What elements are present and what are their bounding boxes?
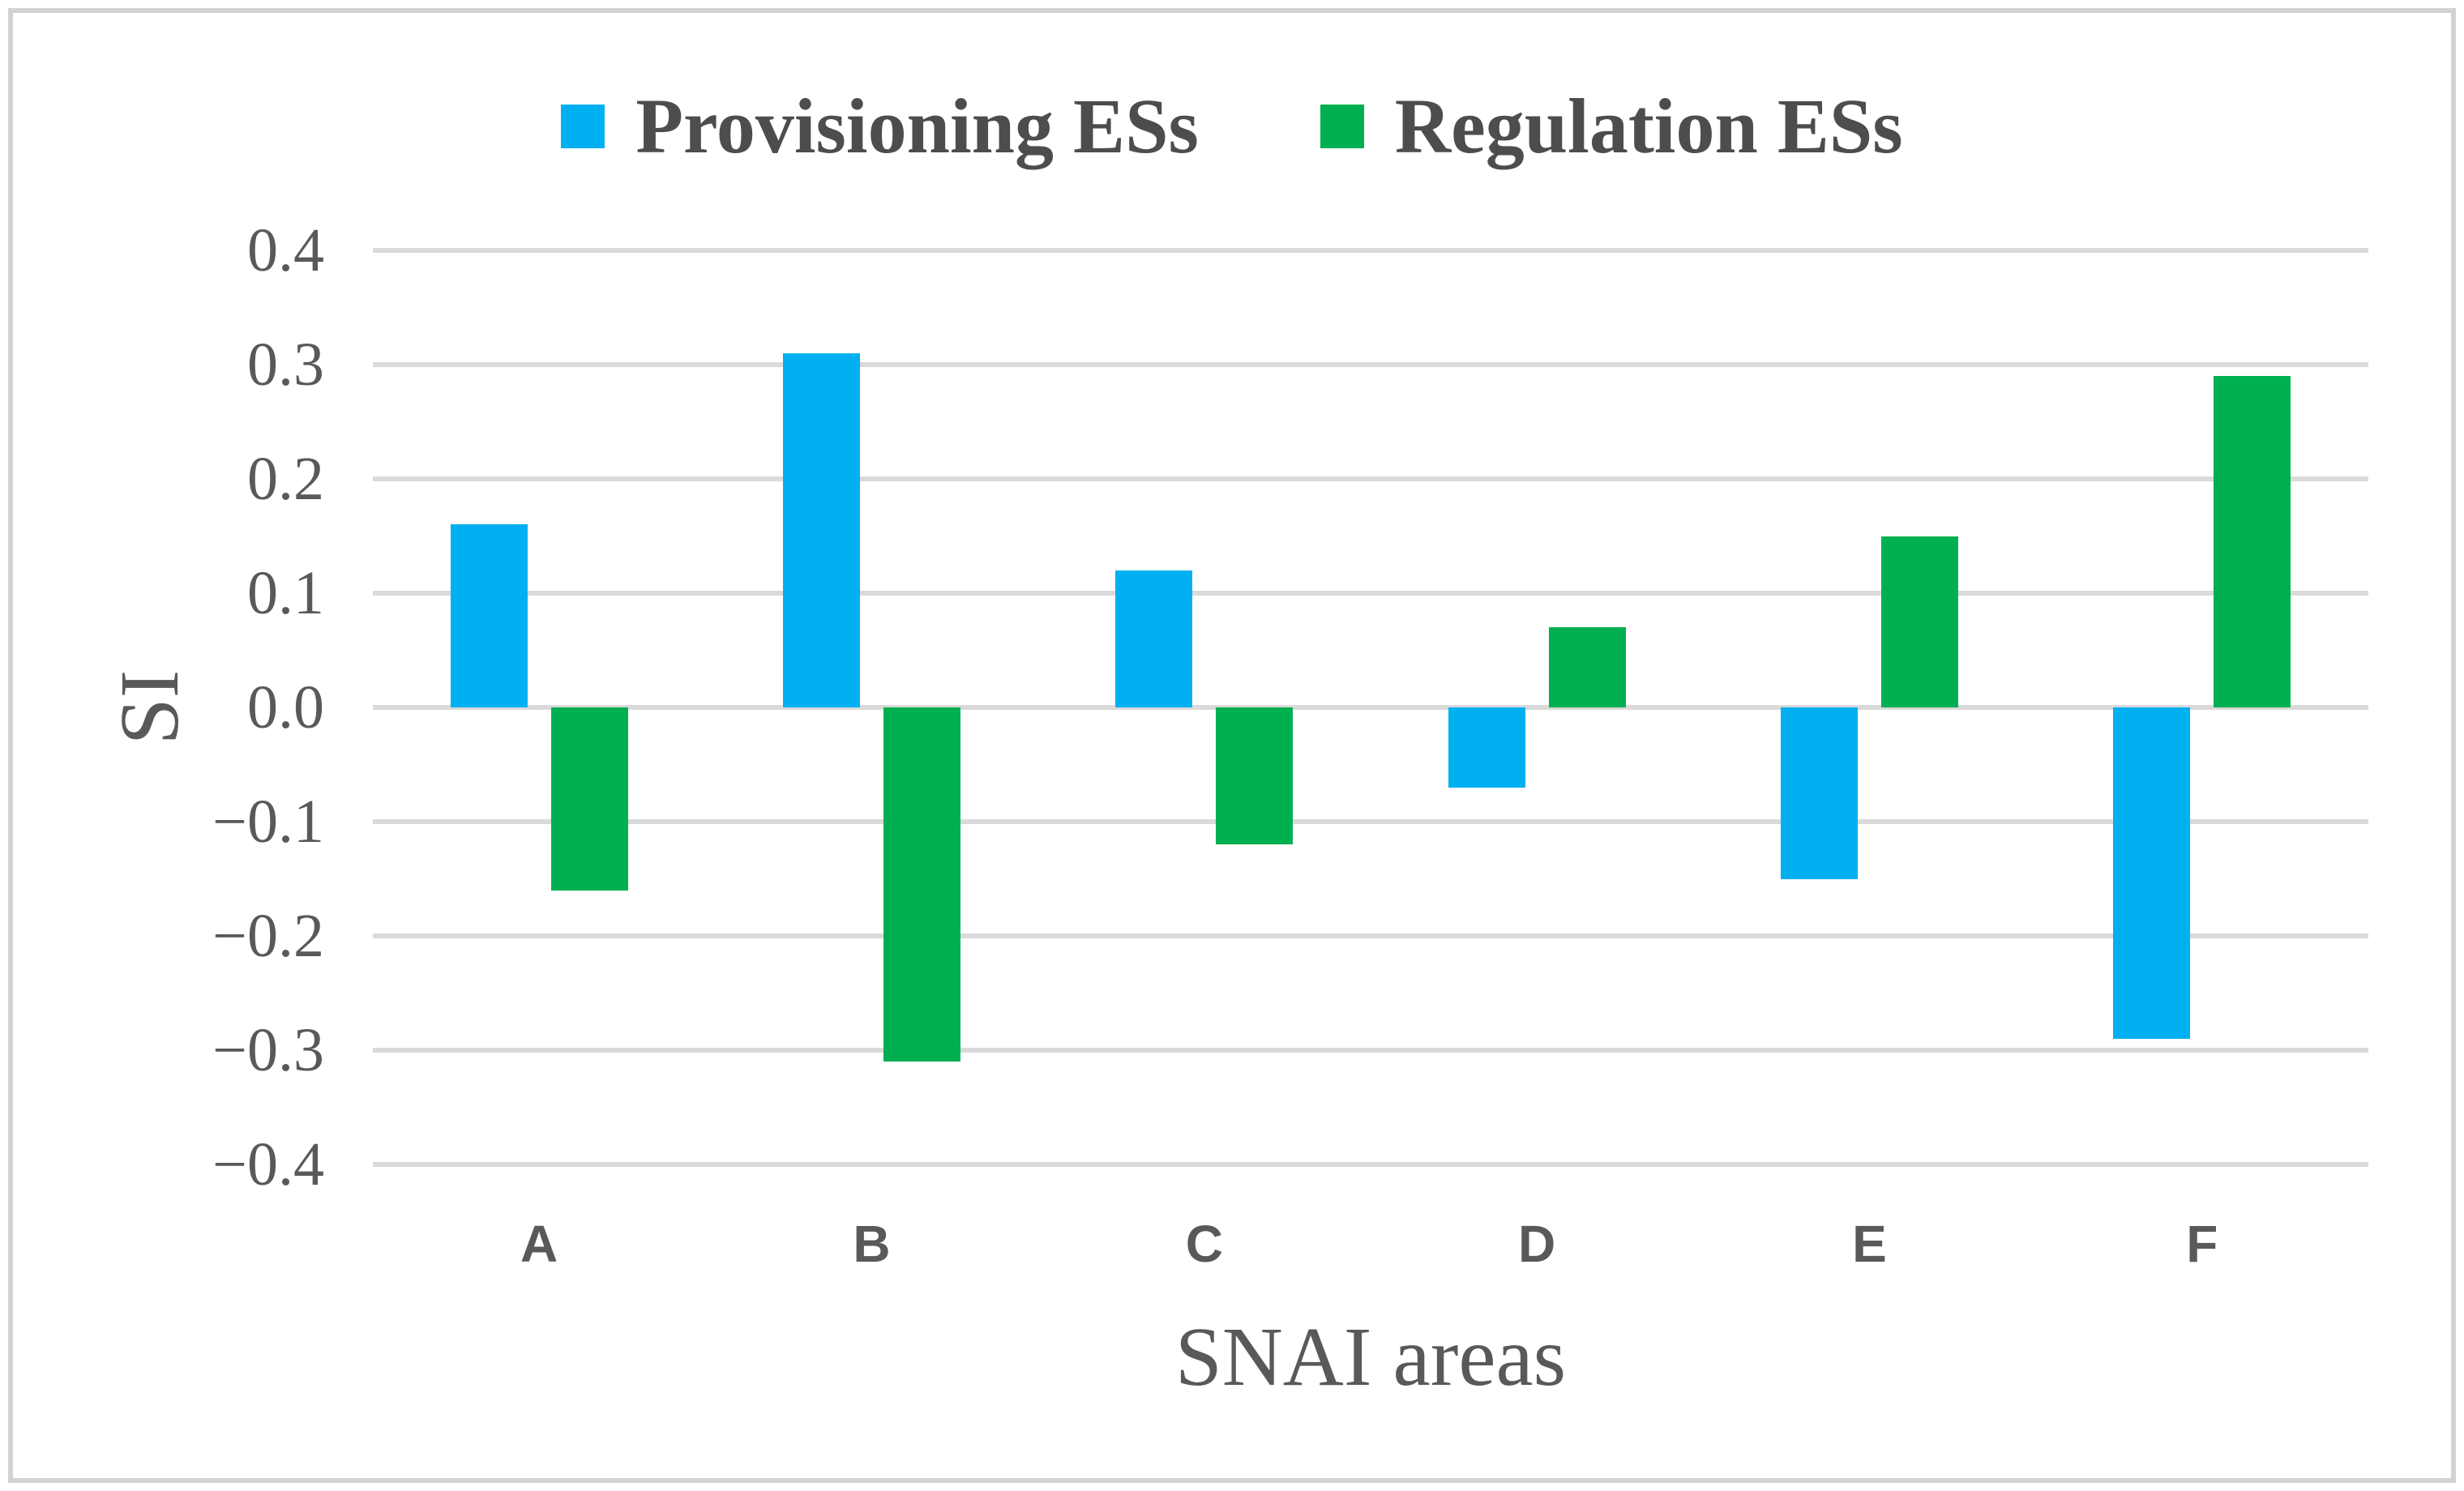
y-tick-label: 0.3 bbox=[247, 331, 324, 399]
bar-regulation-A bbox=[550, 707, 628, 891]
gridline-0.0 bbox=[373, 705, 2368, 710]
gridline-−0.4 bbox=[373, 1162, 2368, 1167]
y-tick-label: −0.1 bbox=[212, 788, 324, 856]
bar-regulation-B bbox=[883, 707, 960, 1062]
legend-label-provisioning: Provisioning ESs bbox=[635, 83, 1199, 169]
bar-provisioning-C bbox=[1115, 570, 1193, 707]
x-tick-label-E: E bbox=[1852, 1215, 1887, 1273]
bar-provisioning-A bbox=[450, 524, 528, 707]
bar-provisioning-F bbox=[2113, 707, 2191, 1039]
y-tick-label: 0.1 bbox=[247, 559, 324, 627]
legend-item-provisioning: Provisioning ESs bbox=[561, 83, 1199, 169]
gridline-−0.3 bbox=[373, 1048, 2368, 1053]
y-tick-label: −0.4 bbox=[212, 1130, 324, 1198]
x-tick-label-B: B bbox=[853, 1215, 891, 1273]
regulation-swatch-icon bbox=[1320, 105, 1364, 148]
plot-area bbox=[373, 248, 2368, 1167]
gridline-0.1 bbox=[373, 591, 2368, 596]
x-tick-label-D: D bbox=[1518, 1215, 1556, 1273]
bar-provisioning-B bbox=[783, 352, 860, 707]
bar-provisioning-E bbox=[1781, 707, 1858, 879]
bar-regulation-F bbox=[2214, 376, 2291, 707]
x-tick-label-F: F bbox=[2186, 1215, 2218, 1273]
gridline-0.2 bbox=[373, 476, 2368, 481]
y-tick-label: 0.0 bbox=[247, 673, 324, 741]
provisioning-swatch-icon bbox=[561, 105, 605, 148]
x-tick-label-C: C bbox=[1185, 1215, 1223, 1273]
legend-label-regulation: Regulation ESs bbox=[1394, 83, 1903, 169]
bar-regulation-C bbox=[1216, 707, 1294, 845]
legend-item-regulation: Regulation ESs bbox=[1320, 88, 1903, 165]
y-tick-label: 0.4 bbox=[247, 216, 324, 284]
chart-legend: Provisioning ESs Regulation ESs bbox=[0, 88, 2464, 165]
bar-provisioning-D bbox=[1448, 707, 1525, 788]
x-tick-label-A: A bbox=[520, 1215, 558, 1273]
gridline-0.4 bbox=[373, 248, 2368, 253]
y-tick-label: −0.3 bbox=[212, 1016, 324, 1084]
y-tick-label: −0.2 bbox=[212, 902, 324, 970]
bar-regulation-D bbox=[1548, 627, 1626, 707]
bar-regulation-E bbox=[1881, 536, 1958, 707]
x-axis-title: SNAI areas bbox=[1174, 1310, 1567, 1403]
gridline-−0.2 bbox=[373, 933, 2368, 938]
gridline-0.3 bbox=[373, 362, 2368, 367]
gridline-−0.1 bbox=[373, 819, 2368, 824]
y-tick-label: 0.2 bbox=[247, 445, 324, 513]
